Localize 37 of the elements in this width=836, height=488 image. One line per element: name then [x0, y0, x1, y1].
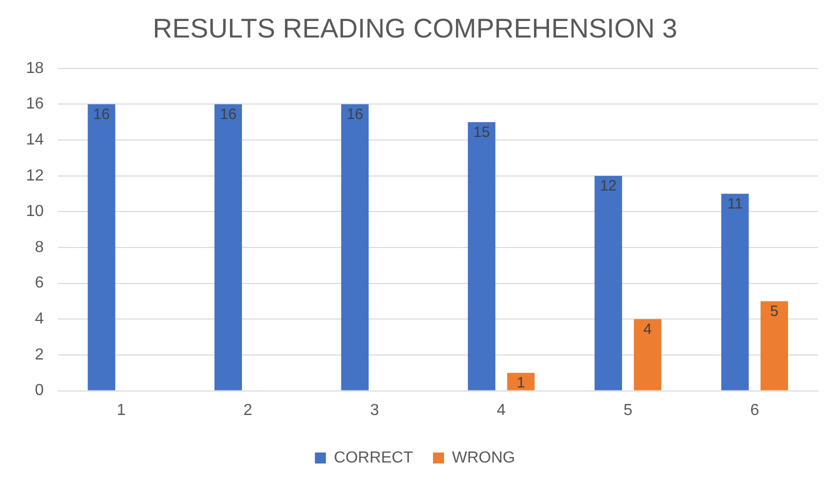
y-tick-label: 16 — [26, 96, 44, 113]
legend-label: WRONG — [452, 449, 516, 466]
bar — [214, 104, 242, 390]
bar — [760, 301, 788, 390]
y-tick-label: 6 — [34, 274, 44, 292]
data-label: 12 — [600, 178, 617, 195]
data-label: 4 — [643, 320, 652, 338]
y-tick-label: 14 — [26, 131, 44, 148]
y-tick-label: 18 — [26, 60, 44, 77]
data-label: 5 — [770, 302, 778, 320]
y-tick-label: 8 — [34, 238, 44, 256]
data-label: 16 — [220, 106, 237, 123]
x-tick-label: 5 — [623, 402, 632, 419]
bar — [88, 104, 116, 390]
x-tick-label: 6 — [750, 402, 760, 419]
bar — [468, 122, 496, 390]
x-tick-label: 2 — [243, 402, 252, 419]
bar — [341, 104, 369, 390]
legend-label: CORRECT — [334, 449, 414, 466]
data-label: 11 — [727, 195, 743, 212]
bar — [634, 319, 662, 390]
bar — [594, 176, 622, 390]
y-tick-label: 10 — [26, 203, 44, 220]
data-label: 1 — [516, 374, 526, 392]
y-tick-label: 12 — [26, 167, 44, 184]
y-tick-label: 0 — [34, 382, 44, 400]
bar — [507, 372, 535, 390]
chart-title: RESULTS READING COMPREHENSION 3 — [152, 14, 678, 44]
y-tick-label: 4 — [34, 310, 44, 328]
bar — [721, 194, 749, 390]
data-label: 16 — [346, 106, 364, 123]
y-tick-label: 2 — [34, 346, 44, 364]
x-tick-label: 1 — [116, 402, 126, 419]
data-label: 16 — [93, 106, 110, 123]
x-tick-label: 4 — [496, 402, 506, 419]
x-tick-label: 3 — [370, 402, 380, 419]
data-label: 15 — [473, 124, 490, 141]
